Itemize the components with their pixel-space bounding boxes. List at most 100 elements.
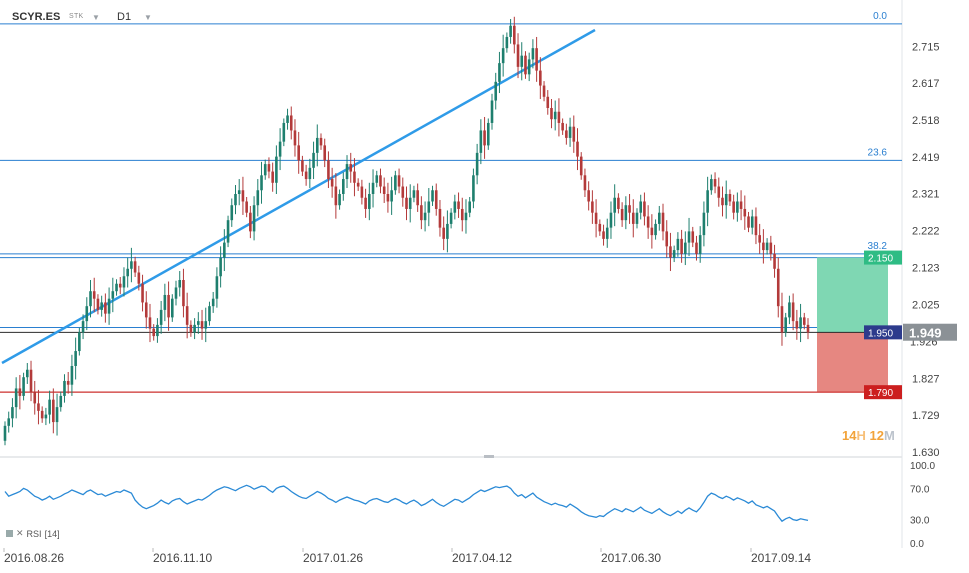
- candle-body: [698, 235, 702, 254]
- candle-body: [490, 100, 494, 123]
- candle-body: [289, 115, 293, 131]
- candle-body: [516, 44, 520, 67]
- candle-body: [427, 201, 431, 213]
- candle-body: [204, 321, 208, 329]
- price-tick-label: 2.222: [912, 226, 940, 238]
- candle-body: [78, 332, 81, 352]
- candle-body: [479, 130, 483, 153]
- candle-body: [802, 317, 806, 325]
- price-tick-label: 2.025: [912, 299, 940, 311]
- candle-body: [137, 272, 141, 284]
- candle-body: [297, 145, 300, 161]
- candle-body: [74, 351, 77, 366]
- timeframe-selector[interactable]: D1: [117, 11, 132, 23]
- candle-body: [494, 81, 498, 101]
- candle-body: [26, 369, 29, 378]
- candle-body: [643, 201, 646, 217]
- candle-body: [423, 212, 427, 221]
- candle-body: [542, 85, 546, 97]
- candle-body: [364, 197, 367, 209]
- candle-body: [739, 201, 743, 209]
- price-tick-label: 2.617: [912, 78, 940, 90]
- candle-body: [762, 242, 765, 251]
- candle-body: [806, 324, 810, 333]
- candle-body: [613, 197, 616, 213]
- time-tick-label: 2017.09.14: [751, 551, 811, 565]
- candle-body: [446, 223, 449, 239]
- candle-body: [505, 36, 509, 49]
- candle-body: [234, 194, 237, 206]
- rsi-settings-icon[interactable]: [6, 530, 13, 537]
- candle-body: [163, 294, 167, 310]
- candle-body: [669, 246, 672, 258]
- candle-body: [356, 182, 360, 187]
- candle-body: [535, 48, 538, 71]
- candle-body: [420, 205, 423, 221]
- candle-body: [736, 201, 739, 213]
- candle-body: [308, 167, 312, 180]
- timer-hours: 14: [842, 428, 857, 443]
- entry-price-tag-bg[interactable]: [864, 325, 902, 340]
- candle-body: [115, 283, 118, 292]
- stop-loss-zone[interactable]: [817, 332, 888, 393]
- candle-body: [743, 208, 747, 217]
- candle-body: [565, 130, 568, 138]
- candle-body: [416, 190, 419, 206]
- candle-body: [230, 205, 234, 221]
- candle-body: [665, 231, 669, 247]
- candle-body: [539, 70, 542, 86]
- candle-body: [260, 175, 263, 191]
- candle-body: [550, 108, 553, 120]
- candle-body: [141, 283, 144, 303]
- candle-body: [453, 201, 457, 213]
- take-profit-zone[interactable]: [817, 257, 888, 333]
- candle-body: [312, 152, 315, 168]
- candle-body: [200, 321, 204, 329]
- candle-body: [118, 283, 122, 288]
- pane-resize-handle[interactable]: [484, 455, 494, 458]
- candle-body: [193, 324, 196, 333]
- candle-body: [256, 190, 260, 206]
- take-profit-tag-bg[interactable]: [864, 250, 902, 265]
- candle-body: [14, 388, 18, 408]
- candle-body: [360, 186, 364, 198]
- instrument-dropdown-icon[interactable]: ▼: [92, 13, 100, 22]
- candle-body: [63, 380, 66, 396]
- candle-body: [174, 287, 178, 299]
- candle-body: [765, 242, 769, 251]
- candle-body: [594, 212, 598, 224]
- rsi-indicator-label[interactable]: ✕ RSI [14]: [6, 528, 60, 539]
- candle-body: [345, 164, 349, 180]
- rsi-line: [4, 484, 809, 523]
- candle-body: [791, 302, 795, 322]
- candle-body: [89, 291, 92, 307]
- candle-body: [323, 145, 327, 161]
- candle-body: [501, 48, 505, 64]
- rsi-level-label: 0.0: [910, 539, 924, 550]
- candle-body: [572, 126, 576, 142]
- candle-body: [379, 175, 382, 187]
- symbol-label[interactable]: SCYR.ES: [12, 11, 61, 23]
- price-tick-label: 1.827: [912, 373, 940, 385]
- candle-body: [754, 216, 758, 236]
- candle-body: [156, 324, 159, 337]
- candle-body: [732, 201, 735, 213]
- timeframe-dropdown-icon[interactable]: ▼: [144, 13, 152, 22]
- candle-body: [249, 212, 252, 232]
- candle-body: [178, 280, 182, 288]
- candle-body: [252, 205, 256, 232]
- candle-body: [769, 242, 773, 254]
- candle-body: [605, 227, 609, 239]
- rsi-name: RSI: [26, 528, 42, 539]
- candle-body: [687, 231, 691, 243]
- stop-loss-tag-bg[interactable]: [864, 385, 902, 400]
- timer-hours-unit: H: [856, 428, 866, 443]
- candle-body: [29, 369, 33, 393]
- candle-body: [304, 171, 308, 180]
- candle-body: [576, 141, 579, 157]
- rsi-close-icon[interactable]: ✕: [16, 528, 24, 538]
- candle-body: [111, 291, 115, 299]
- candle-body: [223, 242, 226, 258]
- price-tick-label: 2.123: [912, 263, 940, 275]
